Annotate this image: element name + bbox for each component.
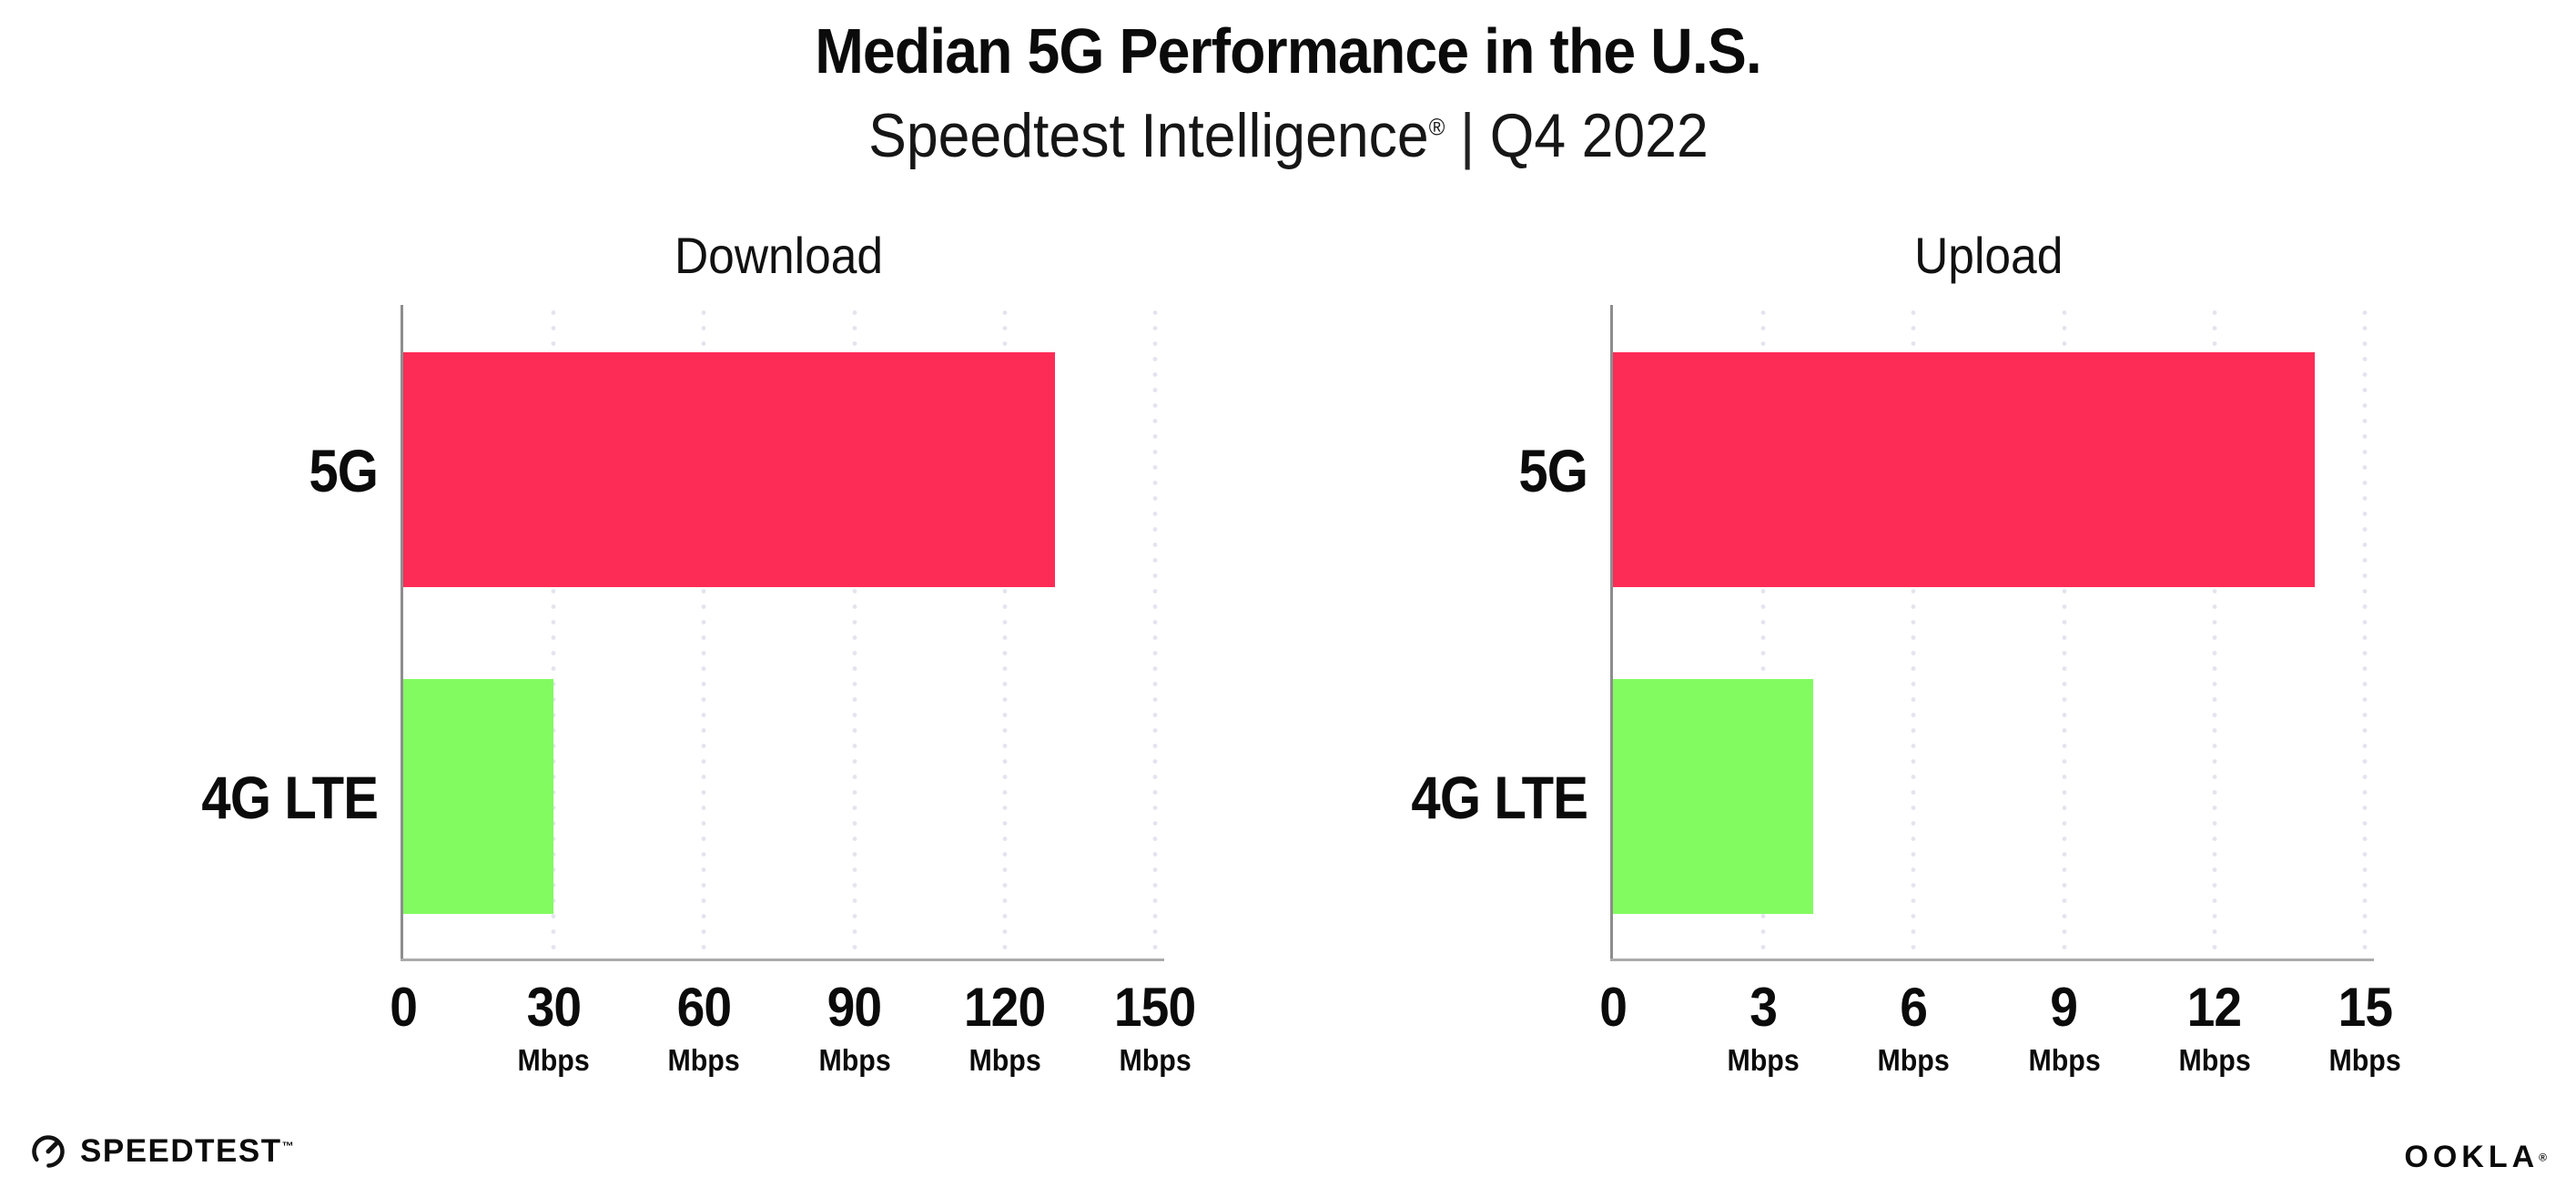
tick-number: 150: [1114, 977, 1196, 1038]
gridline: [551, 305, 556, 959]
tick-unit: Mbps: [667, 1043, 741, 1077]
tick-unit: Mbps: [969, 1043, 1041, 1077]
x-tick: 90 Mbps: [736, 959, 973, 1077]
x-axis-line: [1610, 959, 2374, 961]
speedtest-gauge-icon: [29, 1132, 67, 1171]
gridline: [2212, 305, 2217, 959]
tick-number: 15: [2338, 977, 2392, 1038]
tick-number: 0: [1599, 977, 1628, 1038]
tick-number: 3: [1749, 977, 1778, 1038]
tick-unit: Mbps: [1877, 1043, 1951, 1077]
ookla-logo: OOKLA®: [2404, 1140, 2547, 1175]
x-tick: 30 Mbps: [435, 959, 672, 1077]
subtitle-period: Q4 2022: [1489, 101, 1709, 170]
tick-number: 60: [676, 977, 732, 1038]
page-title-text: Median 5G Performance in the U.S.: [815, 15, 1762, 86]
download-chart-title: Download: [674, 227, 884, 284]
x-tick: 3 Mbps: [1645, 959, 1881, 1077]
bar-5g-upload: [1613, 352, 2315, 587]
gridline: [1002, 305, 1008, 959]
gridline: [2062, 305, 2067, 959]
subtitle-brand: Speedtest Intelligence: [867, 101, 1429, 170]
category-label-4g-lte: 4G LTE: [201, 764, 379, 831]
gridline: [1760, 305, 1766, 959]
x-tick: 9 Mbps: [1946, 959, 2183, 1077]
y-axis-line: [1610, 305, 1613, 959]
tick-unit: Mbps: [817, 1043, 891, 1077]
tick-number: 9: [2050, 977, 2079, 1038]
tick-number: 12: [2187, 977, 2242, 1038]
registered-mark: ®: [2539, 1151, 2547, 1164]
tick-number: 30: [526, 977, 581, 1038]
gridline: [1911, 305, 1916, 959]
download-chart-plot: Download 5G 4G LTE 0 30 Mbps 60 Mbps 90: [201, 228, 1196, 1077]
upload-chart-plot: Upload 5G 4G LTE 0 3 Mbps 6 Mbps 9: [1411, 228, 2400, 1077]
bar-5g-download: [403, 352, 1055, 587]
gridline: [1152, 305, 1158, 959]
bar-4g-lte-download: [403, 679, 554, 914]
x-tick: 0: [285, 959, 522, 1035]
category-label-5g: 5G: [1518, 437, 1588, 504]
x-tick: 12 Mbps: [2096, 959, 2333, 1077]
page-subtitle: Speedtest Intelligence® | Q4 2022: [0, 100, 2576, 171]
x-tick: 150 Mbps: [1037, 959, 1273, 1077]
x-tick: 120 Mbps: [887, 959, 1123, 1077]
gridline: [701, 305, 706, 959]
x-axis-ticks: 0 30 Mbps 60 Mbps 90 Mbps 120 Mbps 150 M…: [390, 959, 1196, 1095]
ookla-wordmark: OOKLA: [2404, 1140, 2540, 1174]
gridline: [852, 305, 857, 959]
speedtest-logo: SPEEDTEST™: [29, 1132, 295, 1171]
y-axis-line: [401, 305, 403, 959]
tick-number: 120: [964, 977, 1046, 1038]
trademark-mark: ™: [281, 1139, 296, 1153]
gridline: [2362, 305, 2368, 959]
bar-4g-lte-upload: [1613, 679, 1814, 914]
tick-number: 0: [390, 977, 418, 1038]
x-tick: 0: [1495, 959, 1731, 1035]
x-tick: 6 Mbps: [1795, 959, 2032, 1077]
page-title: Median 5G Performance in the U.S.: [0, 15, 2576, 87]
tick-unit: Mbps: [2027, 1043, 2101, 1077]
x-axis-line: [401, 959, 1164, 961]
subtitle-separator: |: [1459, 101, 1475, 170]
tick-number: 6: [1900, 977, 1928, 1038]
category-label-5g: 5G: [309, 437, 379, 504]
tick-number: 90: [827, 977, 882, 1038]
tick-unit: Mbps: [517, 1043, 590, 1077]
x-axis-ticks: 0 3 Mbps 6 Mbps 9 Mbps 12 Mbps 15 Mbps: [1599, 959, 2401, 1095]
x-tick: 60 Mbps: [585, 959, 822, 1077]
tick-unit: Mbps: [2178, 1043, 2251, 1077]
speedtest-wordmark: SPEEDTEST™: [80, 1133, 296, 1169]
upload-chart-title: Upload: [1914, 227, 2064, 284]
x-tick: 15 Mbps: [2246, 959, 2483, 1077]
tick-unit: Mbps: [2328, 1043, 2401, 1077]
tick-unit: Mbps: [1119, 1043, 1192, 1077]
header: Median 5G Performance in the U.S. Speedt…: [0, 15, 2576, 171]
tick-unit: Mbps: [1727, 1043, 1800, 1077]
category-label-4g-lte: 4G LTE: [1411, 764, 1588, 831]
registered-mark: ®: [1428, 113, 1445, 141]
